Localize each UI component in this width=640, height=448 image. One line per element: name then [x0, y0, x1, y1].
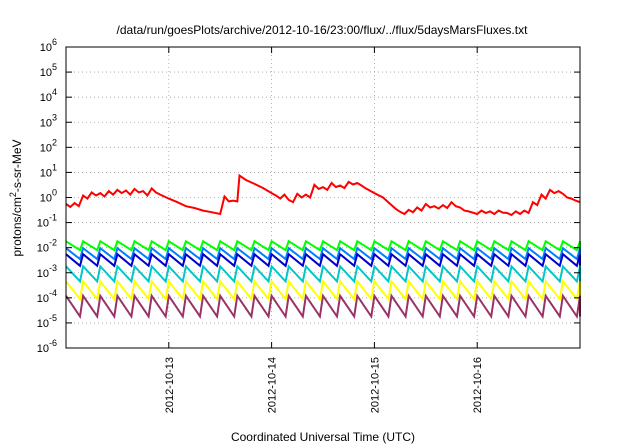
- y-tick-exponent: 2: [52, 137, 57, 147]
- x-tick-labels: 2012-10-13 2012-10-14 2012-10-15 2012-10-16: [164, 47, 484, 413]
- y-axis-title-part: protons/cm: [10, 197, 24, 256]
- x-tick-label: 2012-10-14: [267, 357, 279, 413]
- y-tick-label: 10-4: [37, 288, 57, 305]
- y-tick-label: 106: [40, 37, 57, 54]
- series-line-1: [65, 173, 581, 217]
- y-tick-base: 10: [40, 193, 52, 205]
- y-tick-exponent: -2: [49, 238, 57, 248]
- y-tick-base: 10: [40, 142, 52, 154]
- y-tick-exponent: -3: [49, 263, 57, 273]
- y-tick-base: 10: [37, 293, 49, 305]
- y-tick-exponent: 4: [52, 87, 57, 97]
- y-axis-title: protons/cm2-s-sr-MeV: [8, 139, 24, 256]
- y-tick-base: 10: [40, 67, 52, 79]
- series-line-6: [65, 279, 581, 302]
- y-tick-base: 10: [37, 243, 49, 255]
- y-axis-title-sup: 2: [8, 192, 18, 197]
- y-tick-label: 10-6: [37, 338, 57, 355]
- y-tick-base: 10: [37, 268, 49, 280]
- y-tick-exponent: 0: [52, 188, 57, 198]
- y-tick-exponent: 3: [52, 112, 57, 122]
- y-tick-exponent: -1: [49, 213, 57, 223]
- y-tick-label: 10-2: [37, 238, 57, 255]
- y-tick-base: 10: [37, 318, 49, 330]
- series-line-2: [65, 239, 581, 252]
- y-tick-label: 100: [40, 188, 57, 205]
- x-tick-label: 2012-10-16: [472, 357, 484, 413]
- y-tick-base: 10: [37, 218, 49, 230]
- y-tick-label: 102: [40, 137, 57, 154]
- y-tick-exponent: 6: [52, 37, 57, 47]
- series-line-4: [65, 252, 581, 268]
- y-tick-labels: 10610510410310210110010-110-210-310-410-…: [37, 37, 580, 355]
- y-tick-exponent: -5: [49, 313, 57, 323]
- y-tick-exponent: -6: [49, 338, 57, 348]
- y-tick-label: 104: [40, 87, 57, 104]
- grid-lines: [66, 47, 580, 348]
- y-tick-label: 10-3: [37, 263, 57, 280]
- y-tick-exponent: -4: [49, 288, 57, 298]
- series-layer: [65, 173, 581, 320]
- y-tick-exponent: 1: [52, 162, 57, 172]
- x-tick-label: 2012-10-15: [369, 357, 381, 413]
- y-tick-base: 10: [37, 343, 49, 355]
- y-tick-label: 10-1: [37, 213, 57, 230]
- y-tick-label: 105: [40, 62, 57, 79]
- y-axis-title-part: -s-sr-MeV: [10, 139, 24, 192]
- x-axis-title: Coordinated Universal Time (UTC): [231, 430, 415, 444]
- series-line-7: [65, 293, 581, 320]
- y-tick-base: 10: [40, 167, 52, 179]
- series-line-5: [65, 264, 581, 284]
- y-tick-label: 101: [40, 162, 57, 179]
- chart-title: /data/run/goesPlots/archive/2012-10-16/2…: [117, 23, 529, 37]
- y-tick-base: 10: [40, 92, 52, 104]
- x-tick-label: 2012-10-13: [164, 357, 176, 413]
- y-tick-base: 10: [40, 42, 52, 54]
- series-line-3: [65, 246, 581, 261]
- y-tick-exponent: 5: [52, 62, 57, 72]
- y-tick-label: 10-5: [37, 313, 57, 330]
- y-tick-base: 10: [40, 117, 52, 129]
- y-tick-label: 103: [40, 112, 57, 129]
